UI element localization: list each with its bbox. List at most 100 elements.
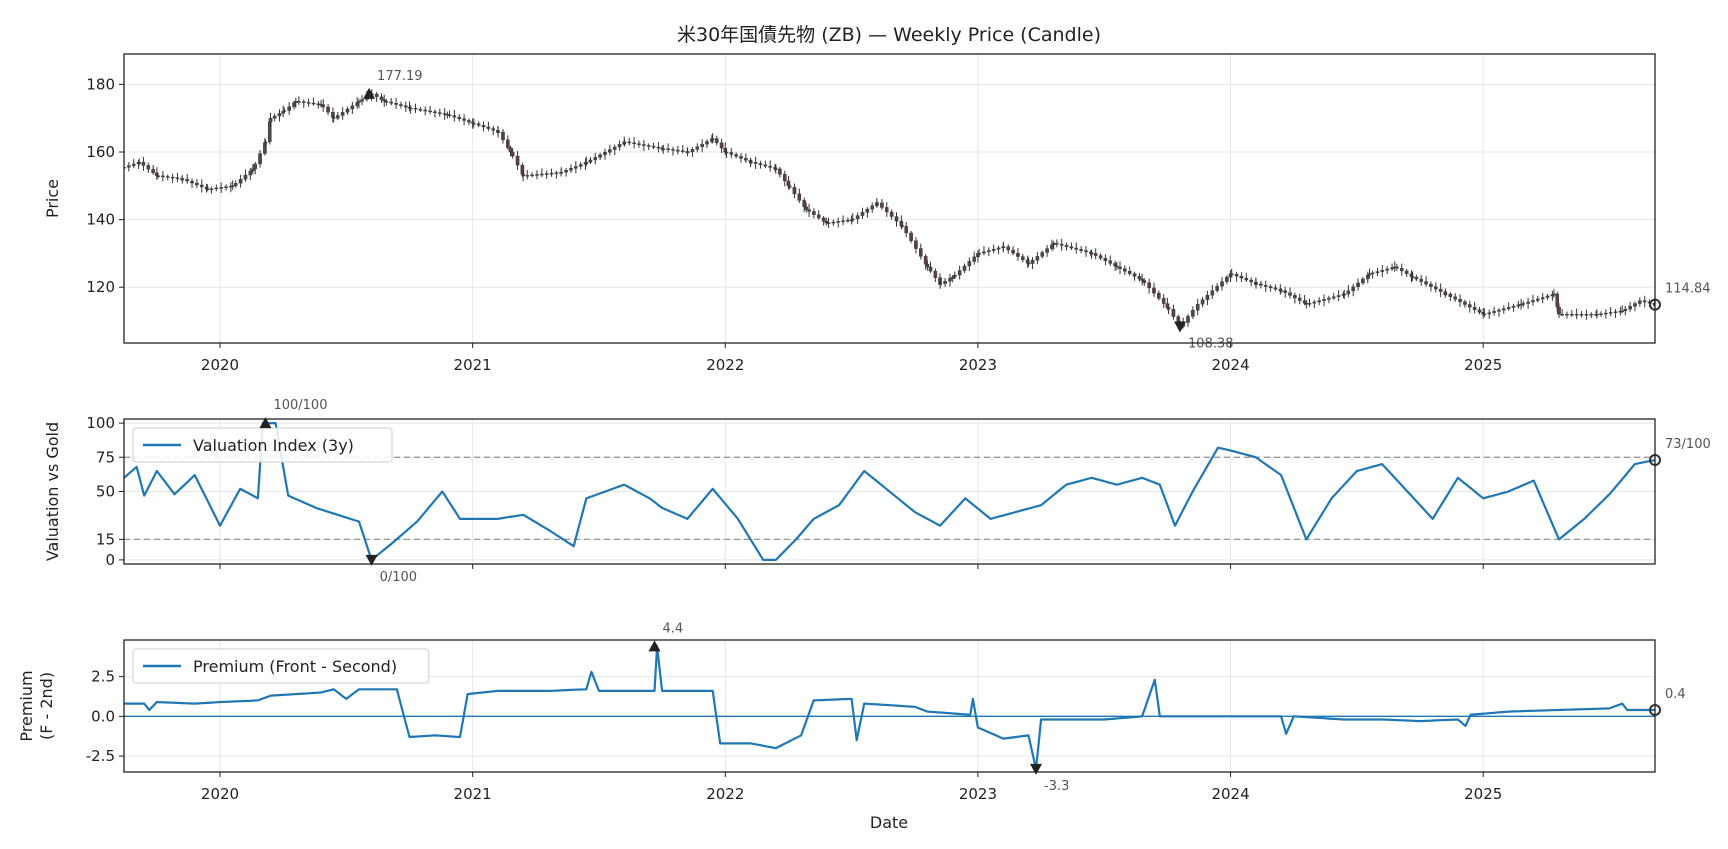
candle-body	[1089, 253, 1094, 255]
candle-body	[462, 118, 466, 121]
price-annotation-marker	[363, 87, 376, 99]
candle-body	[1599, 313, 1603, 315]
candle-body	[1433, 286, 1438, 290]
candle-body	[379, 96, 384, 100]
candle-body	[987, 250, 991, 253]
price-xtick-label: 2024	[1211, 356, 1249, 374]
candle-body	[345, 108, 350, 113]
candle-body	[763, 164, 768, 167]
candle-body	[1157, 292, 1161, 299]
candle-body	[1540, 297, 1545, 300]
candle-body	[1395, 266, 1399, 269]
candle-body	[904, 226, 909, 234]
candle-body	[190, 180, 194, 184]
candle-body	[1152, 287, 1156, 294]
candle-body	[938, 283, 943, 285]
candle-body	[889, 211, 894, 217]
price-frame	[123, 53, 1656, 344]
candle-body	[199, 184, 204, 188]
candle-body	[719, 142, 724, 149]
candle-body	[836, 221, 840, 223]
candle-body	[540, 173, 544, 176]
candle-body	[530, 174, 534, 177]
candle-body	[209, 188, 214, 190]
candle-body	[1055, 243, 1059, 245]
candle-body	[1560, 314, 1564, 316]
candle-body	[399, 104, 403, 106]
candle-body	[1142, 280, 1147, 283]
candle-body	[884, 207, 889, 213]
candle-body	[1115, 265, 1119, 268]
candle-body	[214, 187, 219, 190]
candle-body	[802, 200, 806, 208]
valuation-annotation-label: 100/100	[273, 398, 327, 413]
candle-body	[700, 143, 704, 147]
candle-body	[1414, 276, 1419, 280]
candle-body	[1526, 301, 1530, 304]
candle-body	[676, 149, 680, 152]
candle-body	[950, 276, 955, 279]
candle-body	[508, 147, 513, 153]
candle-body	[909, 232, 913, 241]
candle-body	[612, 146, 617, 150]
candle-body	[549, 172, 554, 175]
premium-xtick-label: 2020	[201, 785, 239, 803]
candle-body	[588, 159, 593, 163]
candle-body	[1011, 249, 1015, 254]
valuation-y-axis-title: Valuation vs Gold	[43, 422, 62, 561]
candle-body	[272, 115, 277, 119]
candle-body	[268, 118, 273, 123]
candle-body	[584, 161, 589, 164]
candle-body	[1108, 260, 1113, 264]
candle-body	[1346, 290, 1351, 295]
candle-body	[525, 175, 530, 177]
candle-body	[1050, 244, 1054, 249]
candle-body	[219, 187, 223, 189]
candle-body	[598, 154, 602, 158]
candle-body	[263, 141, 268, 144]
candle-body	[1492, 311, 1496, 313]
candle-body	[627, 141, 632, 144]
candle-body	[816, 214, 821, 219]
premium-legend-label: Premium (Front - Second)	[193, 657, 397, 676]
candle-body	[442, 113, 447, 115]
candle-body	[826, 222, 831, 224]
candle-body	[127, 165, 131, 168]
candle-body	[170, 176, 175, 179]
candle-body	[870, 205, 875, 210]
candle-body	[962, 265, 967, 271]
candle-body	[1327, 297, 1331, 300]
x-axis-title: Date	[870, 813, 908, 832]
price-y-axis-title-line: Price	[43, 179, 62, 218]
candle-body	[1045, 248, 1049, 253]
candle-body	[957, 270, 962, 276]
candle-body	[1516, 304, 1521, 307]
candle-body	[1404, 270, 1409, 274]
candle-body	[1259, 283, 1263, 286]
candle-body	[1249, 279, 1253, 283]
candle-body	[880, 202, 884, 208]
candle-body	[646, 145, 651, 147]
candle-body	[1205, 294, 1210, 300]
candle-body	[1317, 300, 1321, 303]
premium-y-axis-title: Premium(F - 2nd)	[17, 670, 56, 741]
candle-body	[1220, 281, 1224, 287]
candle-body	[661, 148, 666, 150]
price-annotation-label: 108.38	[1188, 337, 1234, 352]
candle-body	[821, 217, 826, 222]
premium-xtick-label: 2023	[959, 785, 997, 803]
price-y-axis-title: Price	[43, 179, 62, 218]
candle-body	[185, 178, 189, 182]
candle-body	[335, 115, 340, 119]
candle-body	[744, 158, 748, 161]
candle-body	[131, 163, 136, 166]
candle-body	[705, 141, 709, 145]
valuation-ytick-label: 50	[96, 483, 115, 501]
candle-body	[1443, 293, 1448, 296]
candle-body	[1589, 314, 1594, 316]
valuation-ytick-label: 15	[96, 530, 115, 548]
candle-body	[510, 151, 515, 157]
candle-body	[685, 151, 690, 154]
price-xtick-label: 2020	[201, 356, 239, 374]
price-ytick-label: 180	[86, 75, 115, 93]
